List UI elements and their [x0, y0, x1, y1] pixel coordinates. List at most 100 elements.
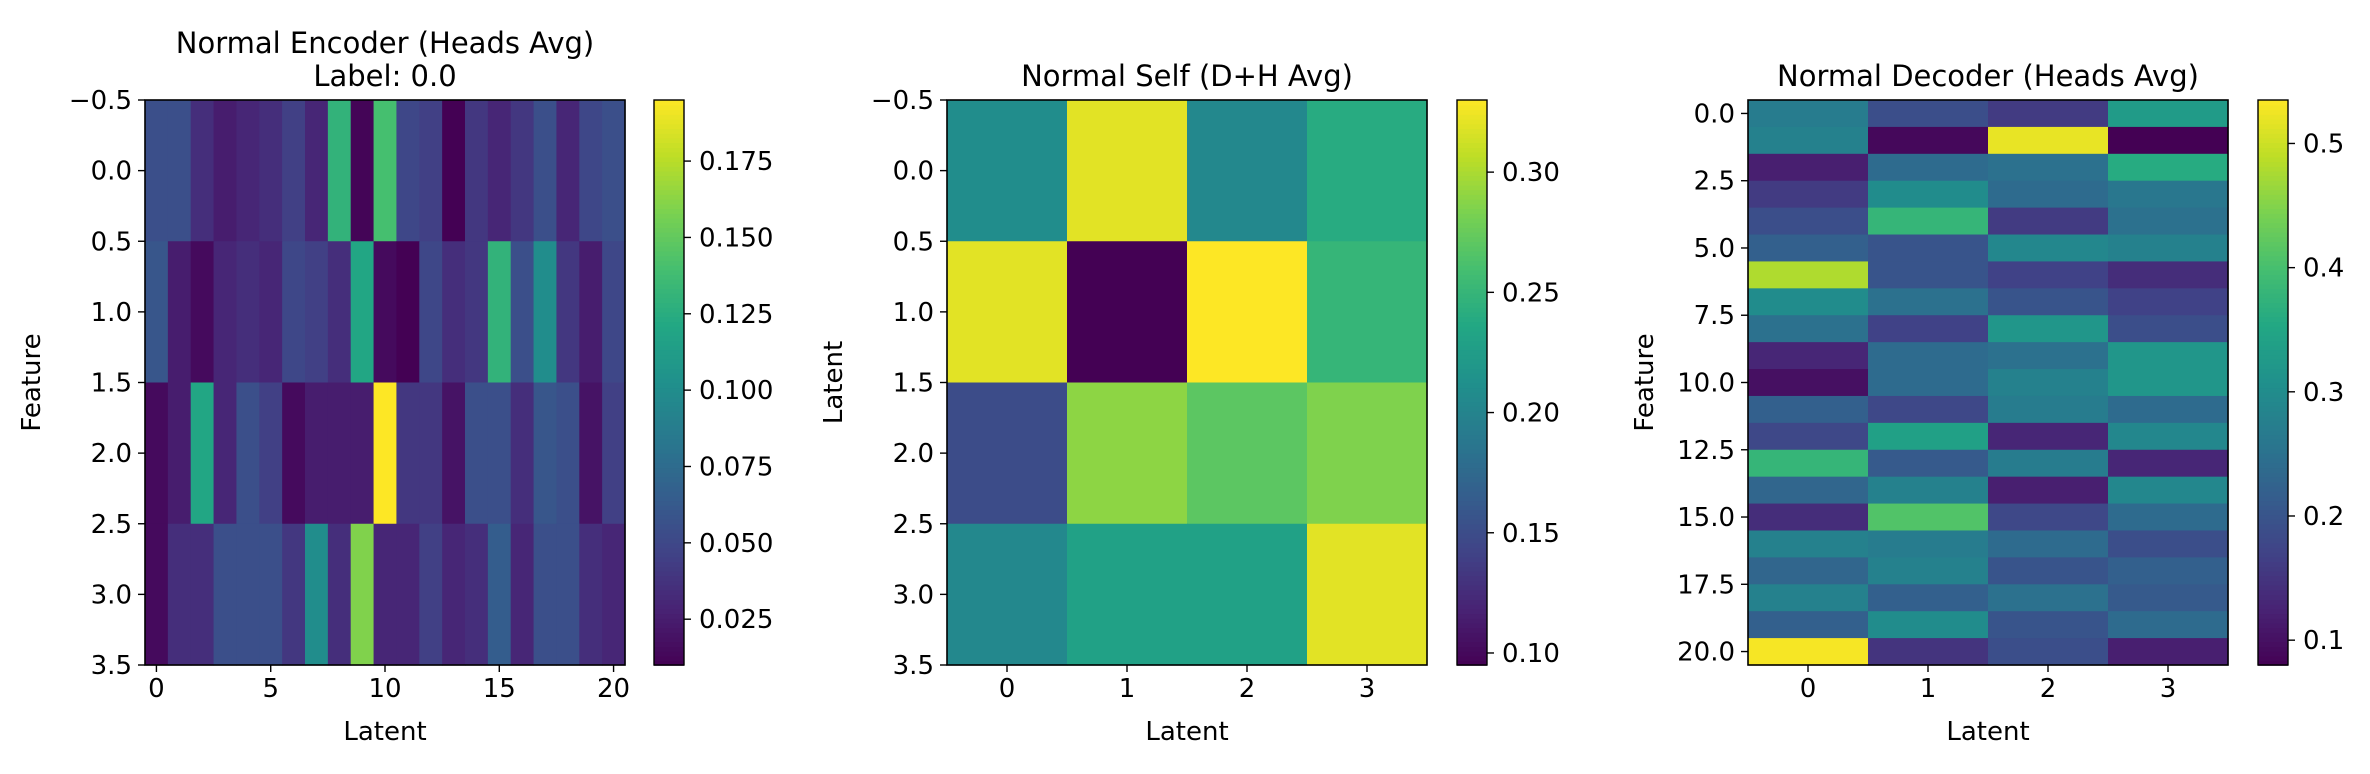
heatmap-cell: [465, 241, 489, 384]
y-tick-label: 0.0: [1694, 99, 1735, 129]
colorbar-segment: [2258, 504, 2288, 511]
colorbar-segment: [2258, 467, 2288, 473]
colorbar-segment: [654, 650, 684, 657]
colorbar-segment: [1457, 514, 1487, 520]
heatmap-cell: [1748, 126, 1869, 155]
heatmap-cell: [1748, 611, 1869, 639]
heatmap-cell: [1748, 422, 1869, 451]
y-tick-label: 3.0: [91, 580, 132, 610]
heatmap-cell: [1988, 369, 2109, 397]
colorbar-segment: [1457, 396, 1487, 403]
heatmap-cell: [190, 241, 215, 384]
colorbar-segment: [654, 165, 684, 172]
colorbar-segment: [1457, 603, 1487, 610]
heatmap-cell: [602, 241, 626, 384]
colorbar-tick-label: 0.15: [1502, 519, 1560, 549]
heatmap-cell: [1868, 584, 1989, 612]
colorbar-segment: [1457, 646, 1487, 652]
colorbar-tick-label: 0.3: [2303, 378, 2344, 408]
colorbar-segment: [654, 500, 684, 506]
colorbar-segment: [1457, 401, 1487, 407]
heatmap-cell: [947, 241, 1068, 384]
colorbar-segment: [2258, 500, 2288, 506]
colorbar-segment: [654, 504, 684, 511]
heatmap-cell: [1748, 530, 1869, 558]
colorbar-segment: [1457, 227, 1487, 233]
colorbar-segment: [2258, 589, 2288, 596]
colorbar-tick-label: 0.150: [699, 223, 773, 253]
colorbar-tick-label: 0.050: [699, 529, 773, 559]
colorbar-segment: [1457, 457, 1487, 464]
y-tick-label: −0.5: [871, 86, 934, 116]
heatmap-cell: [533, 241, 558, 384]
colorbar-segment: [2258, 387, 2288, 393]
colorbar-frame: [653, 99, 685, 666]
colorbar-segment: [654, 245, 684, 252]
colorbar-segment: [2258, 100, 2288, 106]
colorbar-segment: [2258, 603, 2288, 610]
colorbar-segment: [654, 104, 684, 111]
heatmap-cell: [373, 523, 398, 666]
y-tick-label: 2.0: [893, 439, 934, 469]
colorbar-segment: [2258, 241, 2288, 247]
colorbar-segment: [2258, 528, 2288, 534]
colorbar-segment: [1457, 368, 1487, 374]
colorbar-segment: [2258, 302, 2288, 308]
heatmap-cell: [1988, 557, 2109, 585]
heatmap-cell: [350, 523, 375, 666]
heatmap-cell: [510, 523, 535, 666]
colorbar-segment: [2258, 132, 2288, 139]
colorbar-segment: [654, 617, 684, 624]
colorbar-segment: [1457, 114, 1487, 120]
y-tick-label: 5.0: [1694, 234, 1735, 264]
colorbar-segment: [1457, 128, 1487, 134]
heatmap-cell: [350, 382, 375, 525]
colorbar-segment: [654, 490, 684, 497]
self-heatmap: [947, 100, 1428, 666]
heatmap-cell: [1988, 288, 2109, 316]
colorbar-segment: [2258, 523, 2288, 530]
heatmap-cell: [947, 100, 1068, 242]
colorbar-segment: [2258, 552, 2288, 558]
colorbar-segment: [1457, 655, 1487, 662]
colorbar-segment: [1457, 561, 1487, 567]
colorbar-segment: [2258, 354, 2288, 360]
colorbar-segment: [1457, 297, 1487, 304]
heatmap-cell: [1067, 241, 1188, 384]
colorbar-segment: [2258, 316, 2288, 323]
colorbar-segment: [1457, 104, 1487, 111]
colorbar-segment: [2258, 363, 2288, 370]
colorbar-segment: [1457, 410, 1487, 417]
colorbar-segment: [2258, 344, 2288, 351]
decoder-heatmap: [1748, 100, 2229, 666]
heatmap-cell: [282, 382, 306, 525]
heatmap-cell: [327, 100, 352, 242]
colorbar-segment: [654, 358, 684, 365]
colorbar-segment: [654, 373, 684, 379]
colorbar-segment: [654, 603, 684, 610]
colorbar-segment: [654, 340, 684, 346]
x-tick-label: 3: [2160, 674, 2177, 704]
heatmap-cell: [305, 241, 329, 384]
heatmap-cell: [305, 382, 329, 525]
colorbar-segment: [2258, 175, 2288, 181]
heatmap-cell: [373, 100, 398, 242]
y-axis-label: Feature: [17, 333, 47, 431]
heatmap-cell: [396, 382, 420, 525]
colorbar-segment: [654, 646, 684, 652]
heatmap-cell: [282, 100, 306, 242]
colorbar-segment: [2258, 297, 2288, 304]
colorbar-segment: [654, 302, 684, 308]
colorbar-segment: [2258, 401, 2288, 407]
colorbar-segment: [654, 260, 684, 266]
colorbar-segment: [654, 377, 684, 384]
colorbar-segment: [1457, 208, 1487, 214]
heatmap-cell: [2108, 611, 2229, 639]
heatmap-cell: [947, 382, 1068, 525]
colorbar-segment: [654, 321, 684, 327]
colorbar-segment: [1457, 434, 1487, 440]
colorbar-segment: [654, 100, 684, 106]
colorbar-segment: [2258, 424, 2288, 431]
colorbar-segment: [654, 307, 684, 313]
colorbar-segment: [654, 537, 684, 544]
